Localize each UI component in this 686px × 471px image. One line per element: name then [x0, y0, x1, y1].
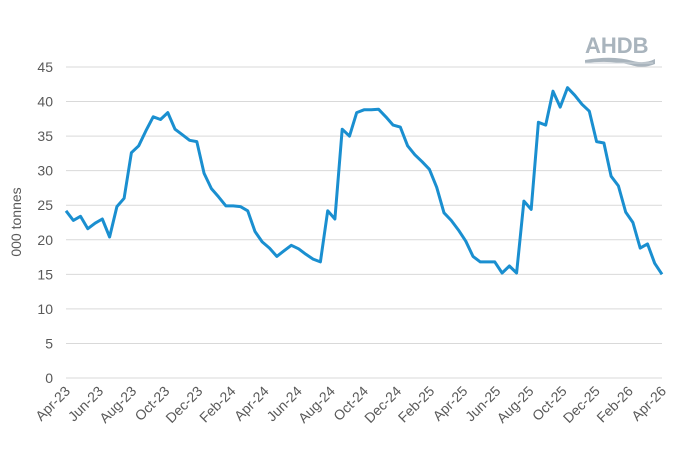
y-axis-tick-labels: 0 5 10 15 20 25 30 35 40 45: [37, 59, 53, 386]
y-tick-label: 10: [37, 301, 53, 317]
y-tick-label: 40: [37, 94, 53, 110]
x-tick-label: Dec-23: [162, 383, 205, 426]
ahdb-logo: AHDB: [585, 33, 657, 73]
x-tick-label: Apr-23: [32, 383, 73, 424]
x-tick-label: Apr-26: [628, 383, 669, 424]
logo-text: AHDB: [585, 33, 649, 58]
x-tick-label: Dec-25: [560, 383, 603, 426]
x-tick-label: Feb-24: [196, 383, 239, 426]
x-tick-label: Aug-25: [493, 383, 536, 426]
x-tick-label: Aug-23: [96, 383, 139, 426]
y-tick-label: 5: [45, 335, 53, 351]
x-tick-label: Dec-24: [361, 383, 404, 426]
gridlines: [66, 66, 662, 379]
x-tick-label: Apr-24: [231, 383, 272, 424]
x-tick-label: Feb-26: [593, 383, 636, 426]
y-axis-label: 000 tonnes: [8, 187, 24, 256]
y-tick-label: 20: [37, 232, 53, 248]
y-tick-label: 15: [37, 266, 53, 282]
y-tick-label: 35: [37, 128, 53, 144]
x-tick-label: Apr-25: [429, 383, 470, 424]
y-tick-label: 25: [37, 197, 53, 213]
y-tick-label: 30: [37, 163, 53, 179]
x-axis-tick-labels: Apr-23Jun-23Aug-23Oct-23Dec-23Feb-24Apr-…: [32, 383, 669, 426]
logo-wave-icon: [585, 57, 655, 67]
y-tick-label: 0: [45, 370, 53, 386]
x-tick-label: Feb-25: [395, 383, 438, 426]
data-line: [64, 86, 664, 276]
x-tick-label: Aug-24: [295, 383, 338, 426]
y-tick-label: 45: [37, 59, 53, 75]
